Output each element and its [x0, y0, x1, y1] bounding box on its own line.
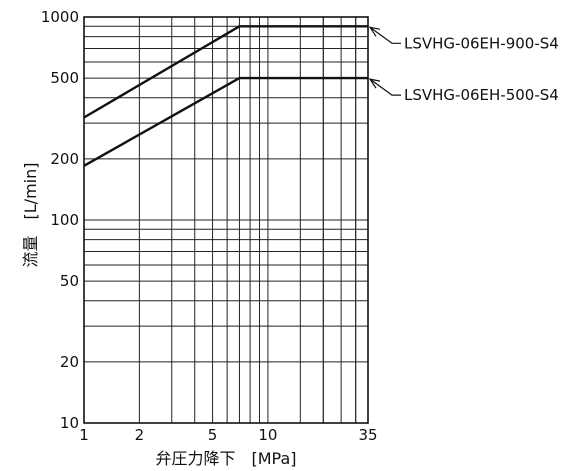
grid-lines [84, 17, 368, 423]
label-arrowhead [368, 26, 381, 37]
y-tick-label: 200 [50, 150, 79, 168]
series-line-2 [83, 76, 368, 167]
y-tick-label: 50 [60, 272, 79, 290]
label-leader-line [369, 26, 401, 44]
x-tick-label: 10 [258, 426, 277, 444]
y-tick-label: 10 [60, 414, 79, 432]
series-line-1 [83, 25, 368, 119]
x-axis-label: 弁圧力降下 [MPa] [155, 449, 296, 468]
plot-frame [83, 16, 369, 424]
x-tick-label: 1 [79, 426, 89, 444]
series-lines [83, 25, 368, 167]
y-tick-labels: 10 20 50 100 200 500 1000 [41, 8, 79, 432]
x-tick-label: 2 [135, 426, 145, 444]
y-tick-label: 1000 [41, 8, 79, 26]
x-tick-label: 35 [358, 426, 377, 444]
label-arrowhead [368, 78, 381, 89]
series-label-2: LSVHG-06EH-500-S4 [404, 86, 559, 104]
y-tick-label: 500 [50, 69, 79, 87]
series-labels: LSVHG-06EH-900-S4 LSVHG-06EH-500-S4 [368, 26, 559, 104]
y-axis-label: 流量 [L/min] [21, 163, 40, 268]
y-tick-label: 100 [50, 211, 79, 229]
x-tick-label: 5 [208, 426, 218, 444]
label-leader-line [369, 78, 401, 96]
y-tick-label: 20 [60, 353, 79, 371]
series-label-1: LSVHG-06EH-900-S4 [404, 34, 559, 52]
x-tick-labels: 1 2 5 10 35 [79, 426, 377, 444]
